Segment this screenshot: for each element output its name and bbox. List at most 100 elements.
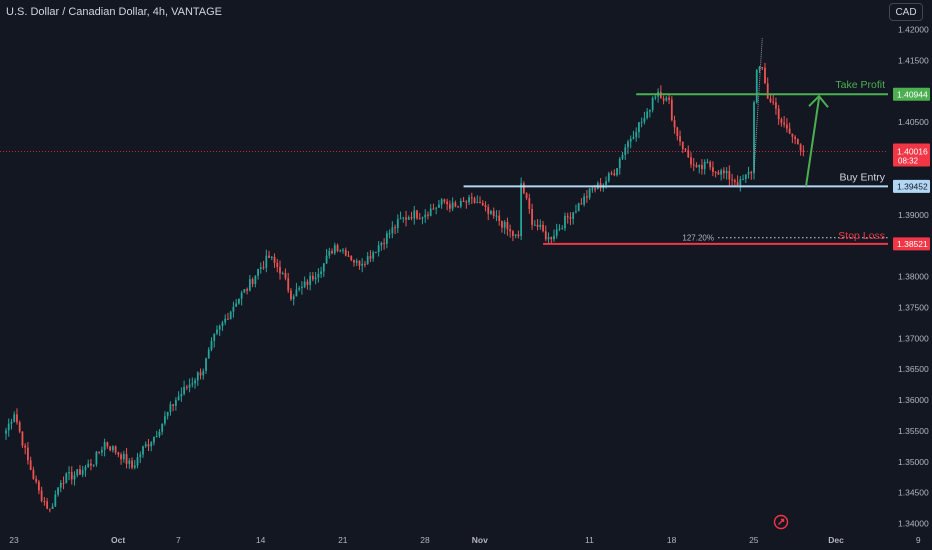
candle-body: [501, 221, 503, 228]
candle-body: [772, 101, 775, 103]
candle-body: [309, 275, 312, 285]
candle-body: [196, 372, 199, 381]
candle-body: [202, 370, 205, 376]
candle-body: [169, 404, 172, 412]
candle-body: [673, 120, 676, 128]
candle-body: [164, 416, 166, 424]
candle-body: [281, 273, 284, 275]
candle-body: [142, 446, 144, 455]
candle-body: [106, 442, 109, 447]
time-tick-label: 21: [338, 535, 348, 545]
candle-body: [238, 298, 240, 304]
projection-arrow: [805, 98, 820, 187]
countdown-text: 08:32: [898, 157, 919, 166]
spike-guide: [753, 38, 763, 172]
candle-body: [465, 201, 468, 203]
candle-body: [687, 150, 690, 158]
take-profit-tag-text: 1.40944: [897, 89, 928, 99]
time-tick-label: Dec: [828, 535, 844, 545]
candle-body: [610, 173, 613, 175]
candle-body: [265, 255, 268, 268]
candle-body: [605, 181, 607, 185]
candle-body: [136, 457, 139, 466]
candle-body: [65, 473, 68, 484]
candle-body: [46, 501, 48, 509]
candle-body: [147, 444, 150, 447]
candle-body: [98, 451, 101, 453]
candle-body: [761, 67, 764, 69]
candle-body: [57, 487, 59, 495]
candle-body: [514, 234, 517, 236]
candle-body: [369, 256, 372, 259]
replay-icon[interactable]: [773, 514, 789, 530]
candle-body: [333, 245, 336, 254]
candle-body: [459, 200, 462, 207]
candle-body: [347, 255, 350, 257]
candle-body: [769, 98, 772, 102]
candle-body: [279, 267, 281, 274]
candle-body: [84, 466, 87, 471]
candle-body: [144, 444, 147, 447]
candle-body: [366, 256, 369, 264]
candle-body: [336, 245, 339, 252]
candle-body: [544, 231, 547, 240]
candle-body: [276, 262, 279, 268]
candle-body: [109, 446, 112, 451]
candle-body: [385, 233, 388, 244]
candle-body: [547, 237, 550, 240]
candle-body: [76, 469, 79, 476]
candle-body: [701, 165, 703, 170]
candle-body: [243, 289, 246, 293]
candle-body: [490, 210, 492, 214]
candle-body: [268, 255, 270, 258]
candle-body: [122, 453, 125, 460]
candle-body: [295, 289, 298, 297]
candle-body: [150, 442, 153, 447]
candle-body: [177, 396, 180, 401]
candle-body: [221, 322, 224, 327]
candle-body: [117, 452, 120, 455]
candle-body: [525, 193, 528, 199]
candle-body: [470, 197, 473, 199]
candle-body: [303, 281, 306, 287]
currency-button[interactable]: CAD: [889, 3, 923, 21]
candle-body: [54, 494, 57, 507]
candle-body: [413, 210, 416, 219]
candle-body: [180, 393, 183, 397]
candle-body: [747, 172, 750, 175]
candle-body: [246, 289, 249, 291]
candle-body: [364, 263, 366, 265]
candle-body: [314, 277, 317, 280]
candle-body: [375, 252, 377, 254]
candle-body: [227, 318, 229, 320]
candle-body: [670, 99, 673, 121]
candle-body: [709, 161, 712, 168]
candle-body: [29, 460, 32, 470]
price-tick-label: 1.39000: [898, 210, 929, 220]
candle-body: [649, 110, 651, 112]
candle-body: [476, 201, 479, 203]
candle-body: [503, 221, 506, 228]
candle-body: [394, 227, 396, 229]
candle-body: [388, 233, 391, 235]
candle-body: [342, 249, 344, 251]
levels-layer: 127.20% Take Profit Buy Entry Stop Loss: [0, 79, 888, 245]
candle-body: [632, 137, 635, 139]
candle-body: [473, 198, 476, 203]
price-axis: 1.34000 1.34500 1.35000 1.35500 1.36000 1.365…: [888, 0, 932, 550]
candle-body: [550, 237, 553, 240]
candle-body: [676, 127, 679, 137]
candle-body: [583, 196, 586, 205]
candle-body: [725, 171, 728, 174]
price-tick-label: 1.34000: [898, 519, 929, 529]
candle-body: [580, 203, 583, 205]
candle-body: [783, 122, 786, 125]
candle-body: [429, 208, 432, 216]
time-tick-label: Nov: [472, 535, 488, 545]
candle-body: [613, 173, 616, 176]
chart-title: U.S. Dollar / Canadian Dollar, 4h, VANTA…: [6, 6, 223, 18]
candle-body: [618, 158, 621, 169]
candle-body: [481, 202, 484, 206]
candle-body: [350, 255, 353, 261]
